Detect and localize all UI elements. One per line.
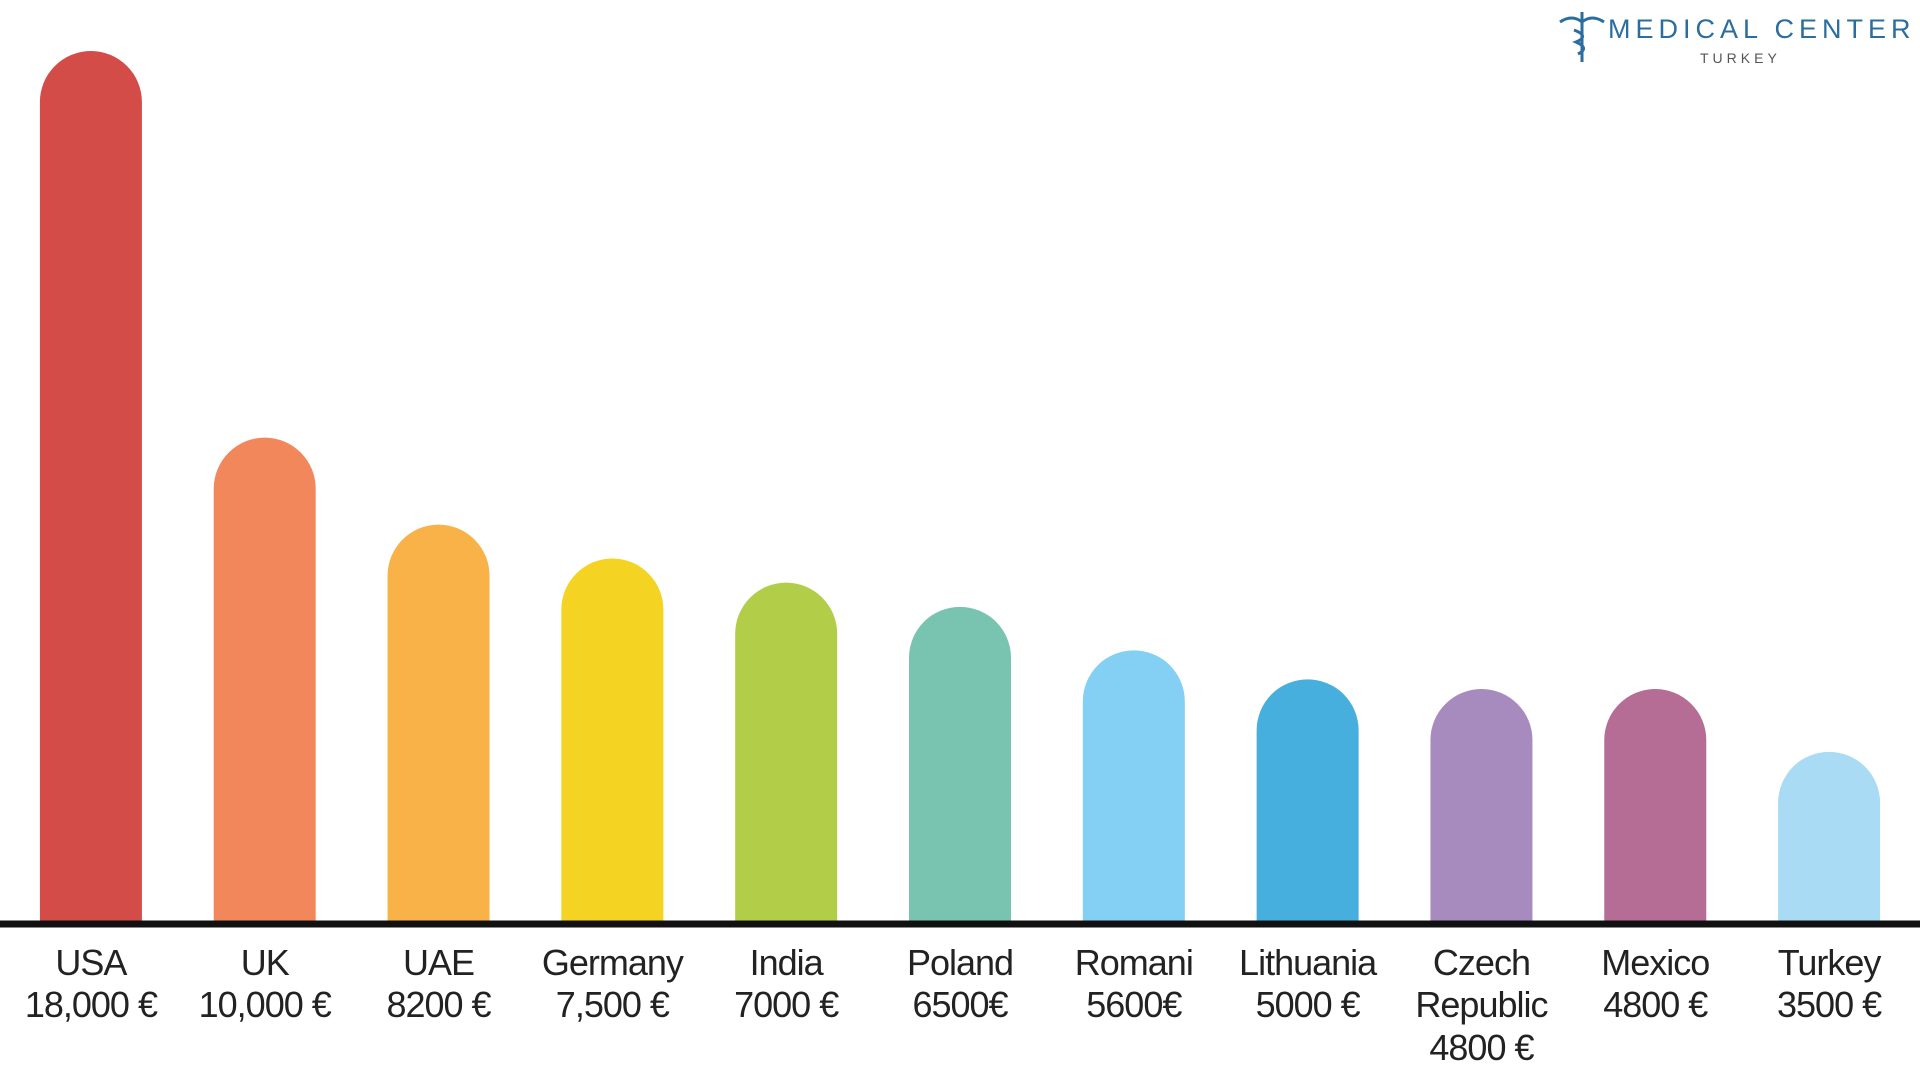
value-label: 7,500 € xyxy=(555,984,670,1026)
x-label: India 7000 € xyxy=(701,942,871,1027)
category-label: USA xyxy=(55,942,127,983)
category-label: Mexico xyxy=(1601,942,1710,983)
x-label: UK 10,000 € xyxy=(180,942,350,1027)
x-label: USA 18,000 € xyxy=(6,942,176,1027)
bar xyxy=(1082,650,1185,921)
value-label: 4800 € xyxy=(1603,984,1708,1026)
category-label: India xyxy=(749,942,824,983)
category-label: UAE xyxy=(403,942,475,983)
category-label: Romani xyxy=(1074,942,1194,983)
value-label: 3500 € xyxy=(1777,984,1882,1026)
value-label: 4800 € xyxy=(1429,1026,1534,1068)
bar xyxy=(561,558,664,921)
x-label: Lithuania 5000 € xyxy=(1223,942,1393,1027)
x-label: Mexico 4800 € xyxy=(1570,942,1740,1027)
x-label: Czech Republic 4800 € xyxy=(1396,942,1566,1069)
logo-subtitle: TURKEY xyxy=(1700,50,1781,66)
value-label: 7000 € xyxy=(734,984,839,1026)
category-label: Czech Republic xyxy=(1415,942,1548,1026)
bar xyxy=(1256,679,1359,921)
bar xyxy=(39,51,142,921)
category-label: Lithuania xyxy=(1239,942,1377,983)
x-label: Poland 6500€ xyxy=(875,942,1045,1027)
x-label: Romani 5600€ xyxy=(1049,942,1219,1027)
category-label: Poland xyxy=(906,942,1014,983)
bar xyxy=(387,524,490,921)
bar xyxy=(909,606,1011,921)
x-label: Germany 7,500 € xyxy=(527,942,697,1027)
value-label: 10,000 € xyxy=(198,984,332,1026)
category-label: Turkey xyxy=(1777,942,1882,983)
x-label: Turkey 3500 € xyxy=(1744,942,1914,1027)
bar xyxy=(1778,751,1881,921)
x-label: UAE 8200 € xyxy=(354,942,524,1027)
logo-title: MEDICAL CENTER xyxy=(1608,14,1916,44)
value-label: 18,000 € xyxy=(24,984,158,1026)
bar xyxy=(735,582,838,921)
value-label: 8200 € xyxy=(386,984,491,1026)
bar xyxy=(1604,689,1707,921)
logo-icon xyxy=(1559,12,1605,62)
value-label: 6500€ xyxy=(912,984,1008,1026)
bar xyxy=(213,437,316,921)
bar xyxy=(1430,689,1533,921)
value-label: 5000 € xyxy=(1255,984,1361,1026)
value-label: 5600€ xyxy=(1086,984,1182,1026)
category-label: UK xyxy=(240,942,290,983)
category-label: Germany xyxy=(541,942,684,983)
